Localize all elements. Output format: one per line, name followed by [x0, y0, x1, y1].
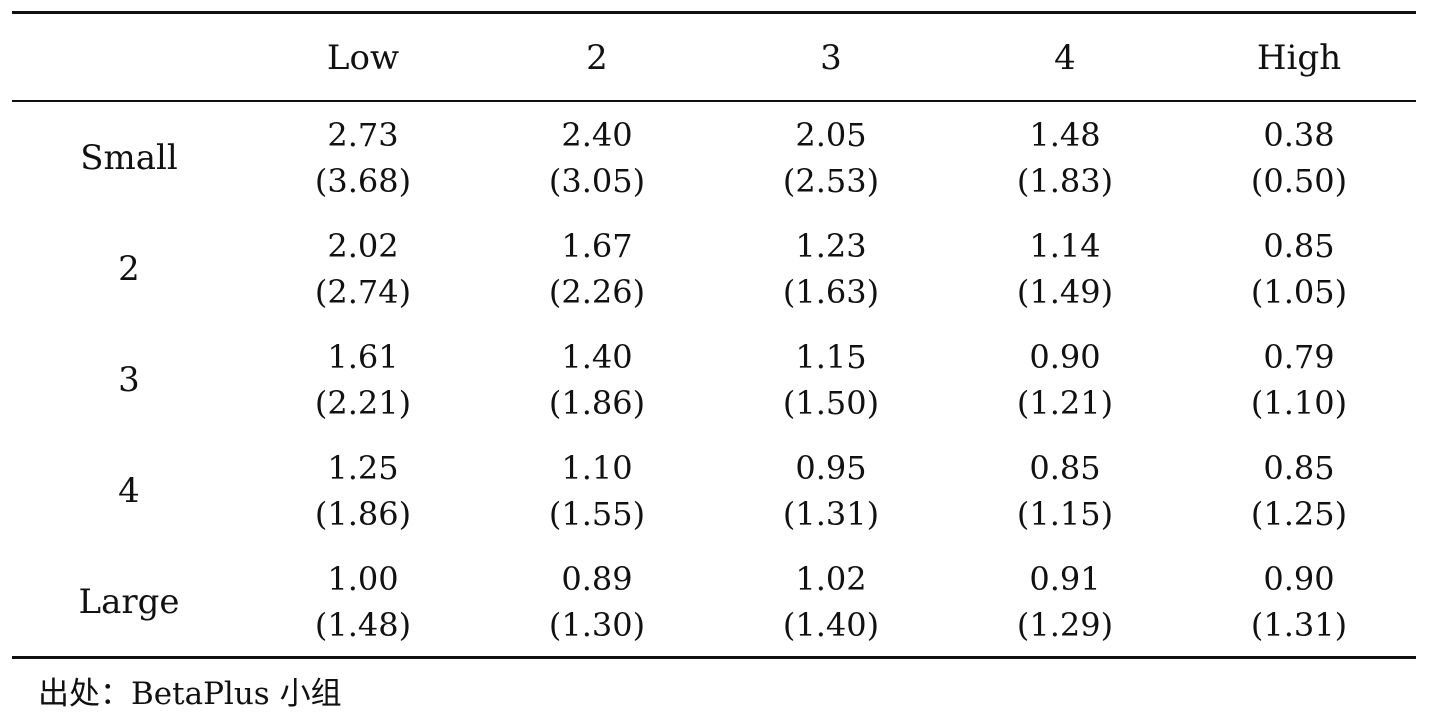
table-cell: 0.90 (1.21) — [948, 324, 1182, 435]
cell-value: 0.95 — [795, 448, 867, 487]
table-cell: 0.38 (0.50) — [1182, 102, 1416, 213]
cell-value: 1.25 — [327, 448, 399, 487]
cell-value: 1.23 — [795, 226, 867, 265]
column-header-3: 3 — [820, 38, 842, 78]
cell-tstat: (1.49) — [1016, 272, 1114, 311]
table-bottom-rule — [12, 656, 1416, 659]
cell-value: 2.02 — [327, 226, 399, 265]
source-note: 出处：BetaPlus 小组 — [38, 676, 342, 712]
cell-tstat: (1.50) — [782, 383, 880, 422]
cell-value: 0.90 — [1029, 337, 1101, 376]
cell-value: 1.48 — [1029, 115, 1101, 154]
column-header-high: High — [1256, 38, 1342, 78]
cell-value: 0.89 — [561, 559, 633, 598]
table-cell: 0.85 (1.15) — [948, 435, 1182, 546]
table-row: 2 2.02 (2.74) 1.67 (2.26) 1.23 (1.63) 1.14 (1.49… — [12, 213, 1416, 324]
table-row: 3 1.61 (2.21) 1.40 (1.86) 1.15 (1.50) 0.90 (1.21… — [12, 324, 1416, 435]
cell-tstat: (1.86) — [548, 383, 646, 422]
cell-value: 0.85 — [1263, 448, 1335, 487]
cell-value: 1.15 — [795, 337, 867, 376]
header-corner — [12, 14, 246, 102]
table-cell: 0.91 (1.29) — [948, 546, 1182, 657]
table-cell: 0.90 (1.31) — [1182, 546, 1416, 657]
cell-tstat: (1.25) — [1250, 494, 1348, 533]
cell-tstat: (1.63) — [782, 272, 880, 311]
table-cell: 1.40 (1.86) — [480, 324, 714, 435]
cell-value: 1.00 — [327, 559, 399, 598]
table-top-rule — [12, 11, 1416, 14]
cell-value: 1.10 — [561, 448, 633, 487]
cell-tstat: (1.05) — [1250, 272, 1348, 311]
table-header-rule — [12, 100, 1416, 102]
cell-value: 2.40 — [561, 115, 633, 154]
table-cell: 2.40 (3.05) — [480, 102, 714, 213]
header-row: Low 2 3 4 High — [12, 14, 1416, 102]
cell-tstat: (1.30) — [548, 605, 646, 644]
table-cell: 2.05 (2.53) — [714, 102, 948, 213]
table-cell: 1.02 (1.40) — [714, 546, 948, 657]
cell-tstat: (1.15) — [1016, 494, 1114, 533]
cell-tstat: (2.26) — [548, 272, 646, 311]
cell-value: 1.67 — [561, 226, 633, 265]
table-cell: 0.89 (1.30) — [480, 546, 714, 657]
table-cell: 0.79 (1.10) — [1182, 324, 1416, 435]
cell-tstat: (1.10) — [1250, 383, 1348, 422]
row-label: Small — [80, 137, 178, 178]
cell-value: 1.14 — [1029, 226, 1101, 265]
table-cell: 0.85 (1.25) — [1182, 435, 1416, 546]
table-row: Large 1.00 (1.48) 0.89 (1.30) 1.02 (1.40) 0.91 (… — [12, 546, 1416, 657]
table-cell: 1.15 (1.50) — [714, 324, 948, 435]
table-cell: 1.61 (2.21) — [246, 324, 480, 435]
table-cell: 1.23 (1.63) — [714, 213, 948, 324]
table-cell: 2.02 (2.74) — [246, 213, 480, 324]
cell-tstat: (1.31) — [782, 494, 880, 533]
column-header-2: 2 — [586, 38, 608, 78]
cell-tstat: (2.21) — [314, 383, 412, 422]
table-row: 4 1.25 (1.86) 1.10 (1.55) 0.95 (1.31) 0.85 (1.15… — [12, 435, 1416, 546]
cell-value: 0.38 — [1263, 115, 1335, 154]
cell-value: 1.40 — [561, 337, 633, 376]
cell-tstat: (1.83) — [1016, 161, 1114, 200]
cell-value: 1.02 — [795, 559, 867, 598]
cell-tstat: (1.86) — [314, 494, 412, 533]
table-cell: 1.48 (1.83) — [948, 102, 1182, 213]
table-cell: 0.85 (1.05) — [1182, 213, 1416, 324]
cell-tstat: (1.55) — [548, 494, 646, 533]
table-cell: 1.10 (1.55) — [480, 435, 714, 546]
cell-value: 0.85 — [1263, 226, 1335, 265]
table-cell: 1.25 (1.86) — [246, 435, 480, 546]
cell-value: 2.73 — [327, 115, 399, 154]
cell-tstat: (1.31) — [1250, 605, 1348, 644]
row-label: Large — [78, 581, 180, 622]
row-label: 2 — [118, 248, 140, 289]
cell-tstat: (3.68) — [314, 161, 412, 200]
cell-tstat: (1.40) — [782, 605, 880, 644]
row-label: 4 — [118, 470, 140, 511]
cell-tstat: (2.74) — [314, 272, 412, 311]
table-cell: 2.73 (3.68) — [246, 102, 480, 213]
cell-value: 0.91 — [1029, 559, 1101, 598]
cell-value: 2.05 — [795, 115, 867, 154]
column-header-4: 4 — [1054, 38, 1076, 78]
returns-table: Low 2 3 4 High Small 2.73 (3.68) 2.40 (3.05)… — [12, 14, 1416, 657]
cell-value: 0.90 — [1263, 559, 1335, 598]
table-cell: 1.67 (2.26) — [480, 213, 714, 324]
table-row: Small 2.73 (3.68) 2.40 (3.05) 2.05 (2.53) 1.48 (… — [12, 102, 1416, 213]
row-label: 3 — [118, 359, 140, 400]
table-cell: 0.95 (1.31) — [714, 435, 948, 546]
cell-value: 0.85 — [1029, 448, 1101, 487]
table-cell: 1.14 (1.49) — [948, 213, 1182, 324]
cell-value: 0.79 — [1263, 337, 1335, 376]
cell-tstat: (1.21) — [1016, 383, 1114, 422]
cell-tstat: (1.29) — [1016, 605, 1114, 644]
cell-tstat: (0.50) — [1250, 161, 1348, 200]
cell-tstat: (2.53) — [782, 161, 880, 200]
cell-tstat: (3.05) — [548, 161, 646, 200]
cell-tstat: (1.48) — [314, 605, 412, 644]
cell-value: 1.61 — [327, 337, 399, 376]
column-header-low: Low — [326, 38, 400, 78]
table-cell: 1.00 (1.48) — [246, 546, 480, 657]
